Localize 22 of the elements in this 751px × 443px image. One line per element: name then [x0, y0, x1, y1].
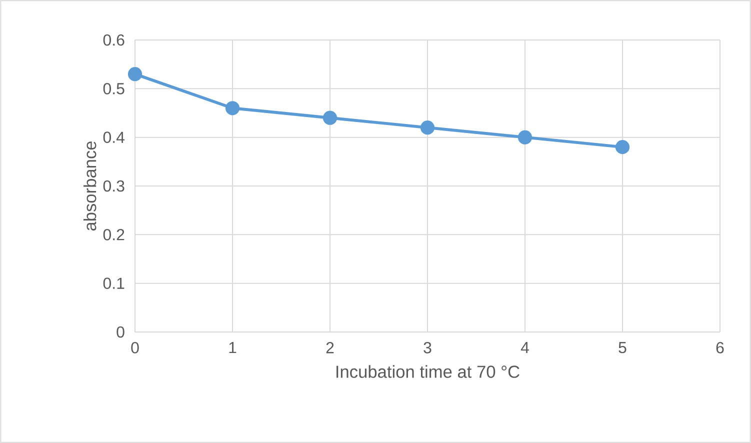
x-axis-title: Incubation time at 70 °C	[336, 365, 520, 378]
x-tick-label: 3	[424, 342, 432, 354]
point	[518, 130, 532, 144]
x-tick-label: 6	[716, 342, 724, 354]
y-tick-label: 0.1	[103, 278, 124, 289]
y-tick-label: 0.4	[103, 132, 124, 143]
point	[420, 120, 435, 135]
x-tick-label: 2	[326, 342, 334, 354]
x-tick-label: 1	[229, 342, 236, 354]
point	[322, 110, 338, 125]
x-tick-label: 0	[131, 342, 139, 354]
y-tick-label: 0.6	[103, 34, 124, 46]
y-tick-label: 0.2	[103, 229, 124, 240]
x-tick-label: 4	[520, 342, 529, 354]
y-tick-label: 0.5	[103, 83, 124, 94]
x-tick-label: 5	[618, 342, 626, 354]
point	[615, 140, 630, 154]
y-tick-label: 0.3	[103, 180, 124, 192]
point	[225, 101, 240, 116]
point	[128, 66, 142, 82]
y-axis-title: absorbance	[84, 141, 96, 231]
y-tick-label: 0	[116, 326, 124, 338]
